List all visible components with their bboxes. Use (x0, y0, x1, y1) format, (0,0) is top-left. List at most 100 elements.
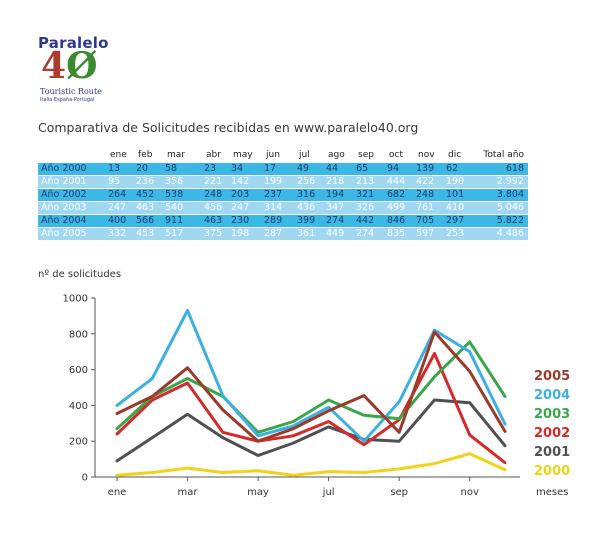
logo-wordmark: Paralelo (38, 34, 109, 52)
table-row: Año 2004 400 566 911 463 230 289 399 274 442 846 70… (38, 215, 528, 227)
column-header: mar (167, 150, 185, 160)
table-cell: 289 (264, 215, 283, 226)
table-cell: 436 (297, 202, 316, 213)
column-header: jul (299, 150, 310, 160)
row-label: Año 2000 (41, 163, 87, 174)
table-cell: 442 (356, 215, 375, 226)
table-cell: 44 (326, 163, 339, 174)
y-tick-label: 800 (69, 329, 88, 340)
table-cell: 682 (387, 189, 406, 200)
table-cell: 361 (297, 228, 316, 239)
x-axis-label: meses (536, 487, 568, 498)
table-cell: 761 (416, 202, 435, 213)
y-tick-label: 1000 (63, 294, 88, 305)
table-cell: 247 (108, 202, 127, 213)
table-cell: 399 (297, 215, 316, 226)
table-cell: 274 (326, 215, 345, 226)
table-cell: 218 (326, 176, 345, 187)
x-tick-label: ene (108, 487, 127, 498)
table-cell: 835 (387, 228, 406, 239)
table-cell: 540 (165, 202, 184, 213)
table-cell: 287 (264, 228, 283, 239)
y-tick-label: 400 (69, 401, 88, 412)
series-line-2005 (115, 330, 507, 443)
series-line-2000 (115, 452, 507, 477)
table-row: Año 2005 332 453 517 375 198 287 361 449 274 835 59… (38, 228, 528, 240)
table-cell: 142 (231, 176, 250, 187)
table-cell: 597 (416, 228, 435, 239)
table-cell: 356 (165, 176, 184, 187)
table-cell: 316 (297, 189, 316, 200)
legend-entry-2003: 2003 (534, 407, 570, 422)
legend-entry-2000: 2000 (534, 464, 570, 479)
table-cell: 326 (356, 202, 375, 213)
table-cell: 248 (204, 189, 223, 200)
table-cell: 236 (136, 176, 155, 187)
table-cell: 194 (326, 189, 345, 200)
logo-number: 4Ø (41, 45, 98, 87)
row-label: Año 2003 (41, 202, 87, 213)
y-tick-label: 200 (69, 437, 88, 448)
series-line-2003 (115, 340, 507, 434)
logo: Paralelo 4Ø Touristic Route Italia·Españ… (38, 34, 118, 106)
table-cell: 248 (416, 189, 435, 200)
column-header: dic (448, 150, 462, 160)
table-cell: 422 (416, 176, 435, 187)
table-cell: 456 (204, 202, 223, 213)
row-total: 2.992 (496, 176, 524, 187)
table-cell: 846 (387, 215, 406, 226)
column-header: ene (110, 150, 127, 160)
table-cell: 566 (136, 215, 155, 226)
row-total: 3.804 (496, 189, 524, 200)
table-cell: 332 (108, 228, 127, 239)
table-cell: 274 (356, 228, 375, 239)
table-cell: 62 (446, 163, 459, 174)
column-header: nov (418, 150, 435, 160)
table-cell: 230 (231, 215, 250, 226)
table-cell: 911 (165, 215, 184, 226)
table-cell: 321 (356, 189, 375, 200)
table-cell: 347 (326, 202, 345, 213)
row-total: 5.822 (496, 215, 524, 226)
row-label: Año 2004 (41, 215, 87, 226)
column-header: ago (328, 150, 345, 160)
y-axis-label: nº de solicitudes (38, 269, 121, 280)
legend-entry-2001: 2001 (534, 445, 570, 460)
table-cell: 203 (231, 189, 250, 200)
table-cell: 253 (446, 228, 465, 239)
series-line-2001 (115, 398, 507, 463)
row-total: 4.486 (496, 228, 524, 239)
line-chart: nº de solicitudes 0 200 400 600 800 1000 ene mar… (38, 269, 570, 498)
table-cell: 463 (136, 202, 155, 213)
table-cell: 13 (108, 163, 121, 174)
legend-entry-2004: 2004 (534, 388, 570, 403)
table-cell: 453 (136, 228, 155, 239)
column-header: jun (266, 150, 280, 160)
column-header: oct (389, 150, 403, 160)
table-cell: 452 (136, 189, 155, 200)
table-cell: 17 (264, 163, 277, 174)
table-cell: 237 (264, 189, 283, 200)
table-cell: 49 (297, 163, 310, 174)
table-cell: 34 (231, 163, 244, 174)
table-cell: 449 (326, 228, 345, 239)
table-cell: 444 (387, 176, 406, 187)
column-header: feb (138, 150, 153, 160)
table-cell: 198 (231, 228, 250, 239)
table-cell: 94 (387, 163, 400, 174)
row-total: 5.046 (496, 202, 524, 213)
table-row: Año 2001 95 236 356 221 142 199 256 218 213 444 422… (38, 176, 528, 188)
table-cell: 499 (387, 202, 406, 213)
table-cell: 101 (446, 189, 465, 200)
legend-entry-2005: 2005 (534, 369, 570, 384)
table-cell: 247 (231, 202, 250, 213)
legend-entry-2002: 2002 (534, 426, 570, 441)
y-tick-label: 600 (69, 365, 88, 376)
table-cell: 538 (165, 189, 184, 200)
table-cell: 65 (356, 163, 369, 174)
column-header: may (233, 150, 253, 160)
page-title: Comparativa de Solicitudes recibidas en … (38, 120, 419, 135)
x-tick-label: may (247, 487, 269, 498)
table-cell: 23 (204, 163, 217, 174)
x-tick-label: jul (322, 487, 335, 498)
